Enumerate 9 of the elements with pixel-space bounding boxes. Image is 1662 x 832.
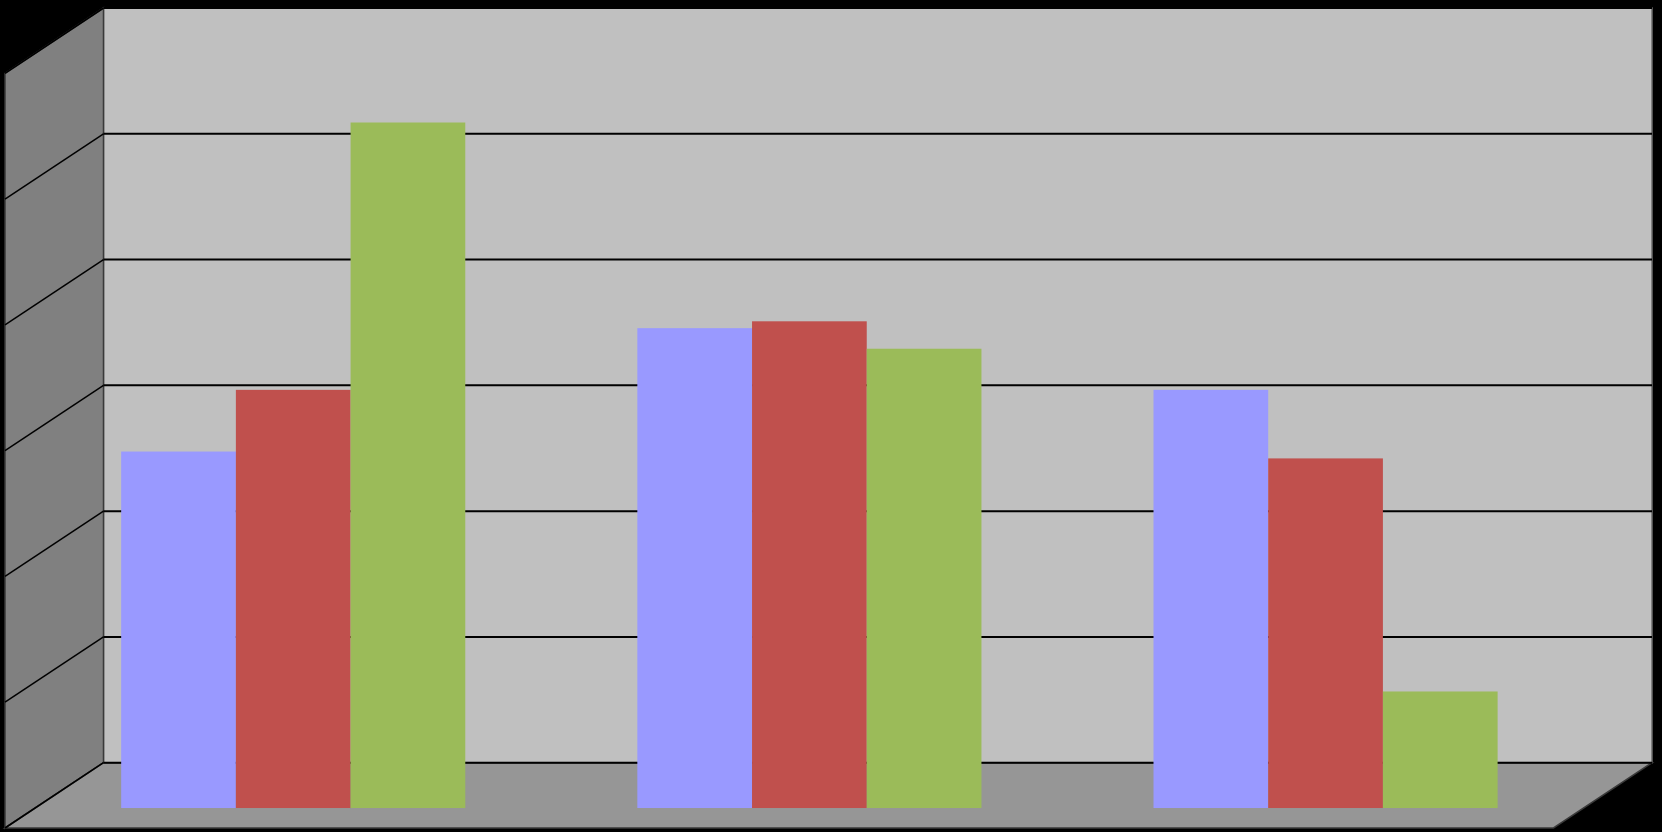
bar	[1382, 691, 1498, 809]
bar	[235, 389, 351, 809]
bar	[866, 348, 982, 809]
bar	[350, 122, 466, 809]
bar	[121, 451, 236, 809]
bar	[1153, 389, 1269, 809]
bar	[637, 328, 753, 809]
bar	[752, 321, 867, 809]
bar	[1268, 458, 1383, 809]
